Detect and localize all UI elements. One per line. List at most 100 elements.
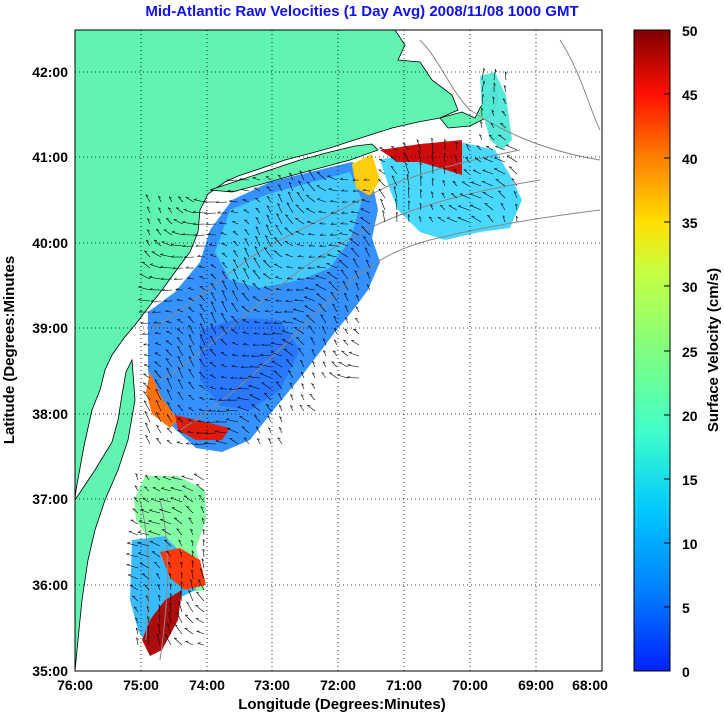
velocity-arrow — [239, 416, 250, 423]
velocity-arrow-head — [154, 370, 158, 372]
velocity-arrow-head — [197, 420, 201, 422]
velocity-arrow — [276, 213, 283, 225]
velocity-arrow-head — [363, 236, 367, 239]
velocity-arrow — [168, 573, 172, 580]
velocity-arrow-head — [504, 71, 508, 75]
velocity-arrow-head — [343, 339, 347, 342]
velocity-arrow-head — [294, 298, 298, 301]
velocity-arrow-head — [202, 548, 205, 552]
velocity-arrow — [299, 359, 305, 368]
velocity-arrow — [255, 198, 261, 203]
velocity-arrow — [442, 180, 446, 187]
x-tick-label: 72:00 — [320, 677, 356, 693]
velocity-arrow — [465, 157, 470, 163]
velocity-arrow — [155, 437, 162, 445]
velocity-arrow — [454, 155, 458, 163]
velocity-arrow-head — [349, 220, 353, 222]
velocity-arrow — [199, 313, 206, 324]
velocity-arrow-head — [502, 215, 506, 218]
velocity-arrow-head — [174, 637, 178, 639]
velocity-arrow-head — [297, 255, 301, 257]
velocity-arrow-head — [482, 169, 486, 171]
velocity-arrow — [176, 337, 184, 346]
velocity-arrow-head — [297, 277, 301, 280]
velocity-arrow — [420, 189, 422, 199]
velocity-arrow — [466, 144, 470, 151]
velocity-arrow-head — [275, 287, 279, 290]
velocity-arrow-head — [156, 437, 160, 440]
velocity-arrow-head — [185, 442, 189, 445]
velocity-arrow-head — [181, 233, 185, 235]
colorbar: 0 5 10 15 20 25 30 35 40 45 50 Surface V… — [633, 23, 722, 680]
velocity-arrow — [233, 268, 239, 280]
velocity-arrow-head — [136, 637, 139, 641]
velocity-arrow — [210, 254, 217, 258]
velocity-arrow — [293, 309, 305, 313]
velocity-arrow-head — [396, 211, 399, 215]
velocity-arrow-head — [354, 317, 358, 320]
velocity-arrow-head — [220, 339, 224, 341]
velocity-arrow-head — [289, 382, 293, 385]
velocity-arrow — [312, 361, 316, 368]
velocity-arrow-head — [416, 139, 420, 142]
velocity-arrow — [177, 356, 184, 368]
velocity-arrow — [188, 394, 195, 401]
velocity-arrow-head — [306, 194, 310, 196]
velocity-arrow-head — [172, 266, 176, 269]
velocity-arrow — [266, 205, 272, 214]
velocity-arrow — [285, 214, 294, 225]
velocity-arrow-head — [252, 176, 256, 179]
velocity-arrow — [494, 168, 506, 175]
velocity-arrow-head — [286, 202, 290, 205]
velocity-arrow-head — [263, 260, 267, 262]
velocity-arrow-head — [218, 398, 222, 401]
velocity-arrow — [136, 637, 139, 646]
velocity-arrow-head — [133, 497, 138, 499]
velocity-arrow — [321, 372, 327, 379]
velocity-arrow — [184, 614, 194, 624]
x-tick-label: 68:00 — [572, 677, 608, 693]
velocity-arrow-head — [197, 642, 201, 644]
velocity-arrow-head — [163, 299, 167, 302]
velocity-arrow — [255, 217, 261, 225]
velocity-arrow — [201, 558, 205, 569]
velocity-arrow — [298, 180, 305, 192]
velocity-arrow-head — [308, 244, 312, 247]
velocity-arrow — [165, 358, 173, 368]
velocity-arrow-head — [196, 431, 200, 434]
velocity-arrow — [199, 346, 206, 357]
velocity-arrow-head — [308, 325, 312, 328]
velocity-arrow-head — [160, 265, 164, 268]
velocity-arrow-head — [306, 315, 310, 317]
velocity-arrow-head — [208, 243, 213, 246]
velocity-arrow — [361, 199, 371, 203]
velocity-arrow-head — [237, 387, 241, 389]
velocity-arrow — [179, 591, 183, 602]
velocity-arrow — [198, 358, 206, 368]
velocity-arrow-head — [210, 323, 214, 326]
velocity-arrow-head — [134, 485, 138, 488]
velocity-arrow — [198, 371, 206, 379]
velocity-arrow-head — [330, 222, 334, 225]
velocity-arrow-head — [277, 393, 281, 396]
velocity-arrow — [268, 438, 272, 445]
velocity-arrow — [226, 409, 239, 412]
velocity-arrow-head — [252, 343, 256, 346]
velocity-arrow — [145, 475, 150, 481]
velocity-arrow — [347, 364, 360, 368]
velocity-arrow — [202, 529, 205, 536]
velocity-arrow — [154, 333, 162, 335]
velocity-arrow-head — [253, 320, 257, 323]
velocity-arrow-head — [199, 323, 203, 326]
velocity-arrow-head — [217, 211, 221, 214]
velocity-arrow — [188, 297, 195, 302]
velocity-arrow — [305, 194, 316, 203]
velocity-arrow — [229, 201, 239, 203]
velocity-arrow-head — [177, 417, 181, 419]
velocity-arrow-head — [354, 270, 358, 273]
velocity-arrow-head — [255, 198, 259, 200]
velocity-arrow-head — [266, 224, 269, 227]
velocity-arrow — [190, 528, 194, 536]
colorbar-tick-label: 15 — [682, 472, 698, 488]
velocity-arrow — [185, 197, 195, 203]
